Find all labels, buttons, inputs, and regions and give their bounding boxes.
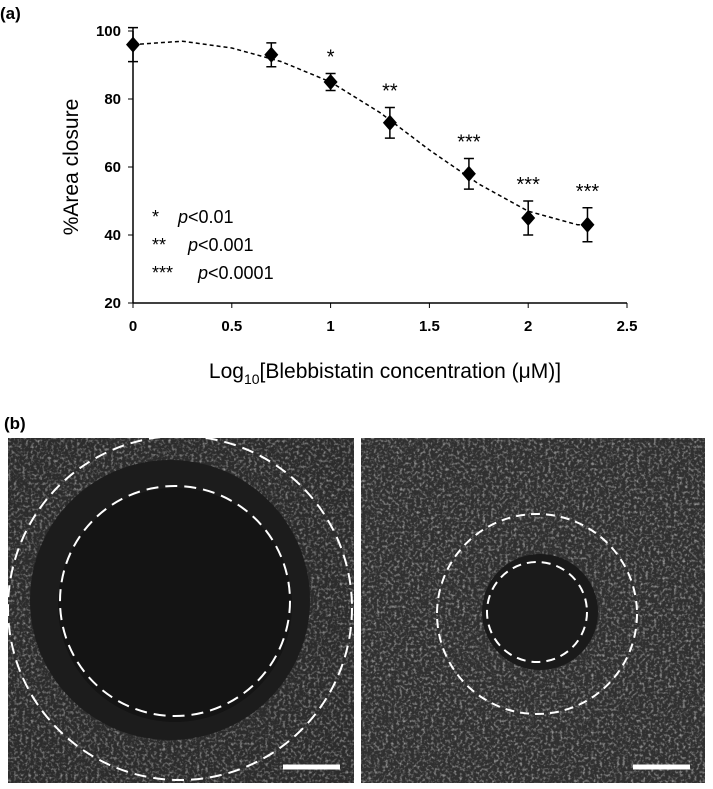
- micrograph-right: [361, 438, 705, 783]
- y-tick-label: 60: [104, 159, 121, 176]
- x-tick-label: 0: [129, 318, 137, 335]
- x-axis-label-part: [Blebbistatin concentration (μM)]: [260, 360, 562, 383]
- key-italic: p: [197, 263, 208, 283]
- key-italic: p: [187, 235, 198, 255]
- micrograph-left: [8, 438, 354, 783]
- key-threshold: <0.001: [198, 235, 254, 255]
- data-point: [521, 210, 536, 226]
- data-point: [580, 216, 595, 233]
- panel-label: (b): [4, 414, 26, 433]
- data-point: [461, 165, 476, 182]
- x-axis-label: Log10[Blebbistatin concentration (μM)]: [209, 360, 561, 387]
- key-text: p<0.01: [177, 207, 234, 227]
- y-axis-label: %Area closure: [60, 99, 83, 236]
- significance-label: ***: [576, 181, 600, 203]
- key-stars: **: [152, 235, 166, 255]
- key-threshold: <0.01: [188, 207, 234, 227]
- key-stars: ***: [152, 263, 173, 283]
- x-axis-label-subscript: 10: [244, 371, 260, 387]
- x-tick-label: 2: [524, 318, 532, 335]
- key-text: p<0.001: [187, 235, 254, 255]
- key-stars: *: [152, 207, 159, 227]
- key-text: p<0.0001: [197, 263, 274, 283]
- significance-label: *: [327, 47, 335, 69]
- chart: 20 40 60 80 100 0 0.5 1 1.5 2 2.5 %Area closure Log1…: [60, 23, 637, 387]
- significance-label: ***: [517, 174, 541, 196]
- y-tick-label: 100: [96, 23, 121, 40]
- panel-label: (a): [0, 4, 21, 23]
- data-point: [126, 36, 140, 53]
- significance-label: **: [382, 81, 398, 103]
- data-point: [382, 114, 397, 131]
- key-threshold: <0.0001: [208, 263, 274, 283]
- x-axis-label-part: Log: [209, 360, 244, 383]
- y-tick-label: 40: [104, 227, 121, 244]
- y-tick-label: 20: [104, 295, 121, 312]
- data-point: [264, 46, 279, 63]
- x-tick-label: 2.5: [617, 318, 638, 335]
- x-tick-label: 0.5: [221, 318, 242, 335]
- fit-curve: [132, 40, 588, 226]
- key-italic: p: [177, 207, 188, 227]
- x-tick-label: 1.5: [419, 318, 440, 335]
- y-tick-label: 80: [104, 91, 121, 108]
- x-tick-label: 1: [326, 318, 334, 335]
- significance-label: ***: [457, 132, 481, 154]
- data-point: [323, 74, 338, 90]
